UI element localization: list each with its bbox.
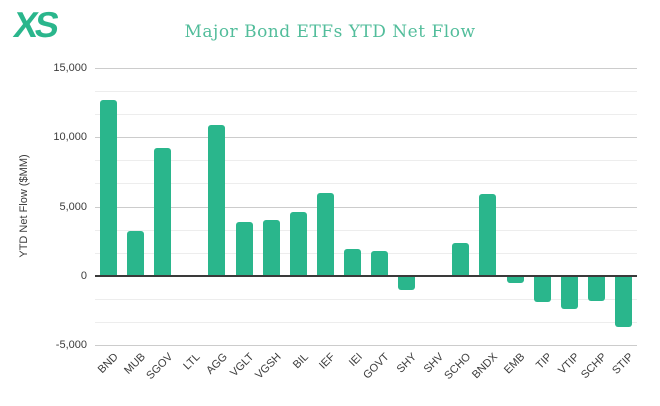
bar-SHY — [398, 275, 416, 290]
y-minor-gridline — [95, 298, 637, 300]
y-major-gridline — [95, 137, 637, 139]
bar-SCHP — [587, 275, 605, 301]
x-tick-label-VGLT: VGLT — [228, 351, 257, 380]
bar-STIP — [614, 275, 632, 327]
y-major-gridline — [95, 345, 637, 346]
x-tick-label-SCHP: SCHP — [578, 351, 609, 382]
bar-VGLT — [235, 221, 253, 276]
y-minor-gridline — [95, 91, 637, 93]
x-tick-label-EMB: EMB — [502, 351, 528, 377]
x-tick-label-VTIP: VTIP — [555, 351, 582, 377]
bar-IEF — [316, 192, 334, 276]
y-minor-gridline — [95, 114, 637, 116]
bar-BND — [100, 99, 118, 276]
y-tick-label: 10,000 — [53, 131, 87, 144]
y-minor-gridline — [95, 160, 637, 162]
x-tick-label-IEF: IEF — [317, 351, 338, 372]
x-tick-label-AGG: AGG — [203, 351, 230, 377]
x-tick-label-SGOV: SGOV — [144, 351, 176, 382]
y-minor-gridline — [95, 252, 637, 254]
y-minor-gridline — [95, 229, 637, 231]
x-tick-label-LTL: LTL — [181, 351, 203, 373]
x-tick-label-STIP: STIP — [610, 351, 636, 377]
bar-VTIP — [560, 275, 578, 309]
y-tick-label: 15,000 — [53, 62, 87, 74]
chart-title: Major Bond ETFs YTD Net Flow — [184, 22, 476, 42]
bar-VGSH — [262, 220, 280, 276]
bar-EMB — [506, 275, 524, 283]
y-major-gridline — [95, 206, 637, 208]
x-tick-label-BNDX: BNDX — [470, 351, 501, 382]
bar-BIL — [289, 212, 307, 276]
bar-SCHO — [452, 242, 470, 276]
x-tick-label-BND: BND — [96, 351, 122, 376]
x-tick-label-IEI: IEI — [346, 351, 365, 369]
bar-IEI — [343, 249, 361, 276]
y-tick-label: 5,000 — [59, 200, 87, 213]
y-major-gridline — [95, 68, 637, 69]
bar-SGOV — [154, 148, 172, 276]
bar-MUB — [127, 231, 145, 276]
x-tick-label-SCHO: SCHO — [442, 351, 474, 382]
x-tick-label-VGSH: VGSH — [253, 351, 284, 382]
bar-GOVT — [371, 250, 389, 276]
bar-AGG — [208, 124, 226, 276]
y-minor-gridline — [95, 321, 637, 323]
y-tick-label: 0 — [80, 269, 87, 282]
bar-TIP — [533, 275, 551, 303]
x-tick-label-BIL: BIL — [290, 351, 311, 372]
zero-axis-line — [95, 274, 637, 277]
y-minor-gridline — [95, 183, 637, 185]
bar-BNDX — [479, 194, 497, 276]
x-tick-label-TIP: TIP — [534, 351, 555, 372]
y-tick-label: -5,000 — [55, 339, 87, 351]
x-tick-label-GOVT: GOVT — [361, 351, 393, 382]
plot-area — [95, 68, 637, 346]
x-tick-label-SHY: SHY — [394, 351, 420, 376]
